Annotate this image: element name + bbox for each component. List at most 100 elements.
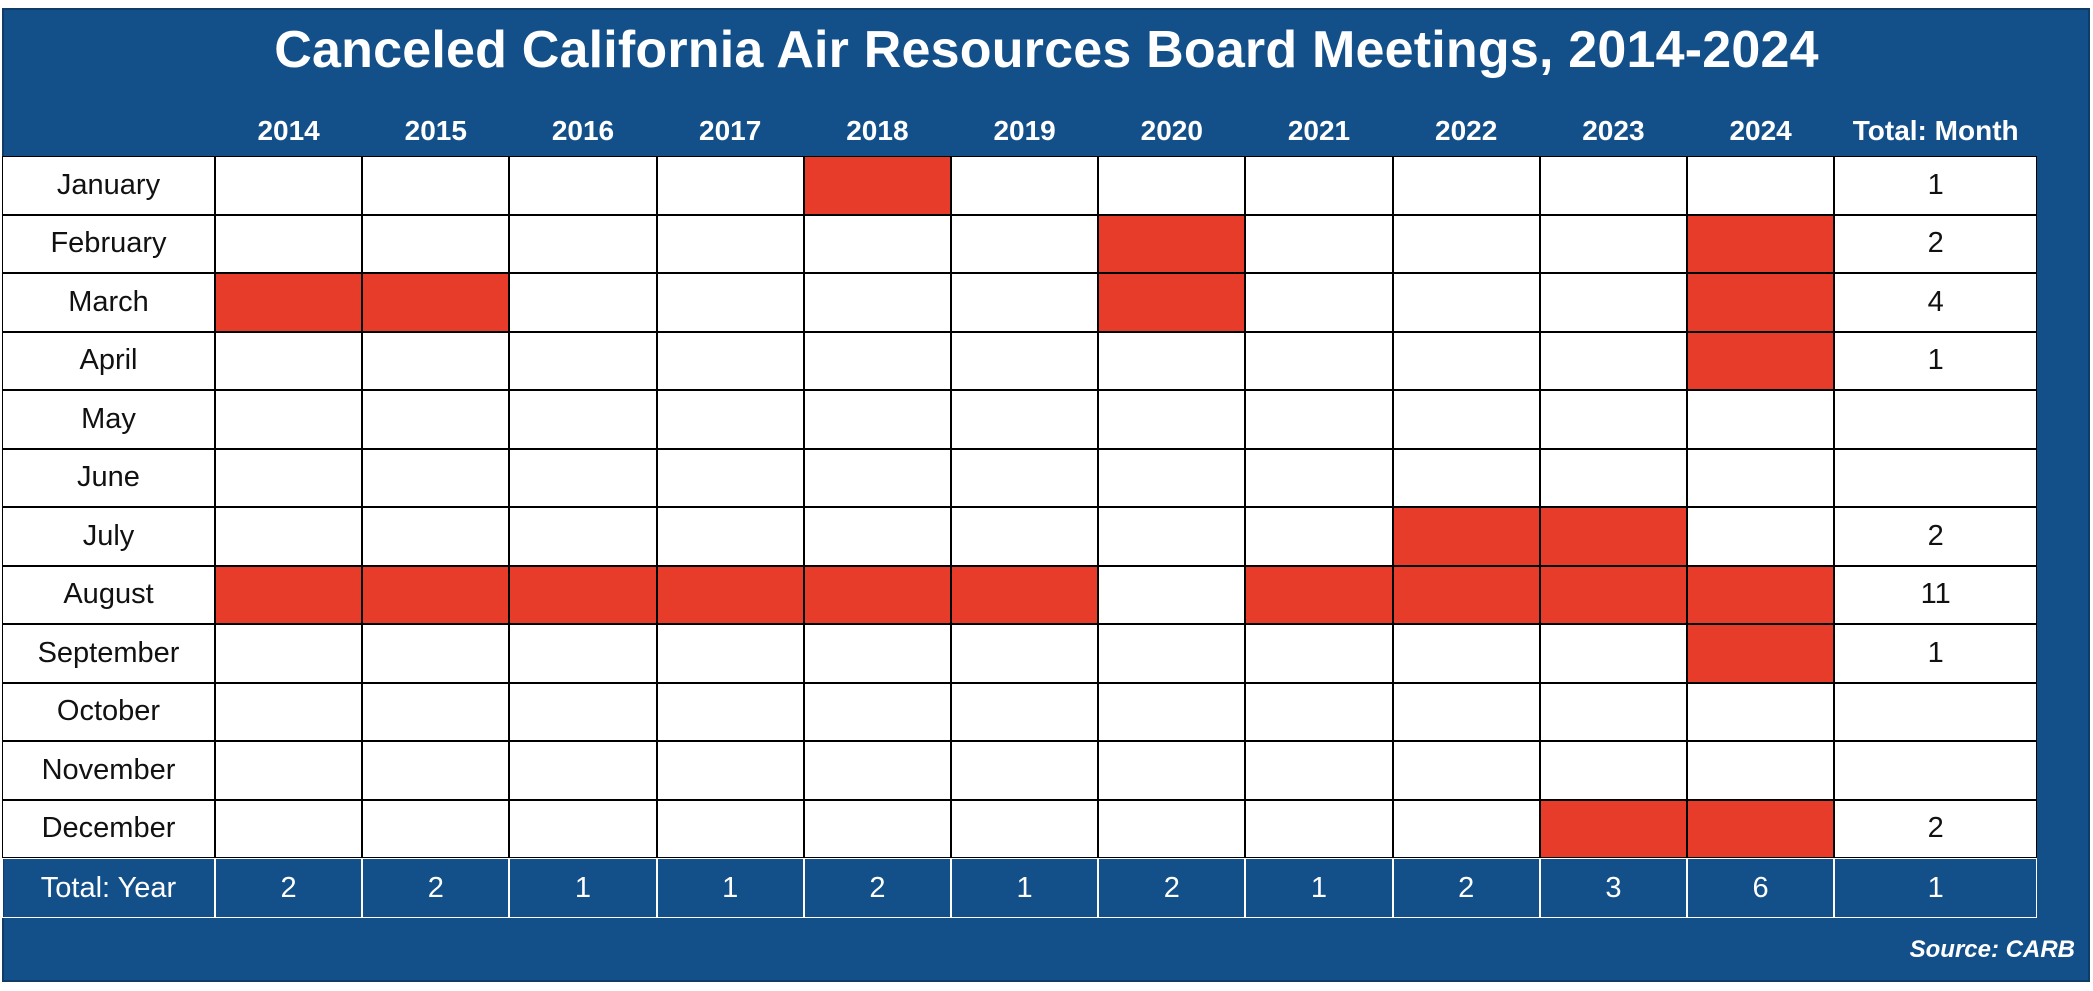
empty-cell <box>215 390 363 449</box>
empty-cell <box>362 624 510 683</box>
empty-cell <box>1539 390 1687 449</box>
month-total: 4 <box>1834 273 2038 332</box>
year-header: 2015 <box>404 115 467 146</box>
empty-cell <box>803 507 951 566</box>
canceled-cell <box>509 565 657 624</box>
empty-cell <box>951 273 1099 332</box>
empty-cell <box>951 156 1099 215</box>
empty-cell <box>1245 682 1393 741</box>
source-note: Source: CARB <box>1909 936 2075 963</box>
grand-total: 1 <box>1834 858 2038 918</box>
month-label: April <box>2 331 215 390</box>
chart-title: Canceled California Air Resources Board … <box>274 21 1819 79</box>
empty-cell <box>1687 741 1835 800</box>
month-total <box>1834 390 2038 449</box>
year-header: 2023 <box>1582 115 1645 146</box>
year-total: 2 <box>362 858 510 918</box>
empty-cell <box>509 156 657 215</box>
empty-cell <box>951 799 1099 858</box>
canceled-cell <box>1687 565 1835 624</box>
empty-cell <box>1392 331 1540 390</box>
empty-cell <box>1098 624 1246 683</box>
empty-cell <box>215 448 363 507</box>
empty-cell <box>656 682 804 741</box>
empty-cell <box>509 448 657 507</box>
empty-cell <box>1539 624 1687 683</box>
empty-cell <box>656 273 804 332</box>
empty-cell <box>1392 448 1540 507</box>
empty-cell <box>509 682 657 741</box>
year-header: 2020 <box>1140 115 1203 146</box>
year-total: 2 <box>803 858 951 918</box>
empty-cell <box>1098 390 1246 449</box>
empty-cell <box>656 507 804 566</box>
empty-cell <box>1098 156 1246 215</box>
year-total: 1 <box>1245 858 1393 918</box>
canceled-cell <box>1687 799 1835 858</box>
empty-cell <box>1245 156 1393 215</box>
month-label: October <box>2 682 215 741</box>
empty-cell <box>1392 214 1540 273</box>
empty-cell <box>215 156 363 215</box>
empty-cell <box>509 214 657 273</box>
empty-cell <box>1245 624 1393 683</box>
empty-cell <box>362 682 510 741</box>
canceled-cell <box>1098 273 1246 332</box>
empty-cell <box>656 331 804 390</box>
empty-cell <box>215 799 363 858</box>
empty-cell <box>362 156 510 215</box>
year-header: 2017 <box>699 115 762 146</box>
year-header: 2021 <box>1287 115 1351 146</box>
canceled-cell <box>362 273 510 332</box>
empty-cell <box>1245 741 1393 800</box>
empty-cell <box>1098 741 1246 800</box>
month-total <box>1834 682 2038 741</box>
canceled-cell <box>1687 331 1835 390</box>
empty-cell <box>1539 273 1687 332</box>
month-total: 1 <box>1834 624 2038 683</box>
empty-cell <box>1392 273 1540 332</box>
empty-cell <box>1245 390 1393 449</box>
empty-cell <box>215 214 363 273</box>
canceled-cell <box>1392 507 1540 566</box>
empty-cell <box>1539 741 1687 800</box>
month-label: March <box>2 273 215 332</box>
month-total <box>1834 741 2038 800</box>
canceled-cell <box>1539 507 1687 566</box>
empty-cell <box>1098 331 1246 390</box>
month-total: 1 <box>1834 331 2038 390</box>
month-total: 2 <box>1834 799 2038 858</box>
empty-cell <box>1245 507 1393 566</box>
empty-cell <box>362 448 510 507</box>
empty-cell <box>362 741 510 800</box>
empty-cell <box>803 682 951 741</box>
empty-cell <box>656 448 804 507</box>
empty-cell <box>1245 448 1393 507</box>
month-label: May <box>2 390 215 449</box>
empty-cell <box>509 390 657 449</box>
canceled-cell <box>215 273 363 332</box>
empty-cell <box>1392 156 1540 215</box>
empty-cell <box>1392 682 1540 741</box>
year-total: 1 <box>951 858 1099 918</box>
empty-cell <box>509 624 657 683</box>
year-header: 2019 <box>993 115 1056 146</box>
empty-cell <box>1687 156 1835 215</box>
empty-cell <box>951 331 1099 390</box>
year-header: 2014 <box>257 115 320 146</box>
empty-cell <box>215 682 363 741</box>
empty-cell <box>215 741 363 800</box>
empty-cell <box>1539 331 1687 390</box>
canceled-cell <box>1392 565 1540 624</box>
empty-cell <box>1392 390 1540 449</box>
empty-cell <box>803 624 951 683</box>
canceled-cell <box>951 565 1099 624</box>
empty-cell <box>803 390 951 449</box>
empty-cell <box>951 390 1099 449</box>
empty-cell <box>509 507 657 566</box>
empty-cell <box>1539 214 1687 273</box>
empty-cell <box>509 273 657 332</box>
year-header: 2016 <box>551 115 615 146</box>
empty-cell <box>1098 799 1246 858</box>
month-label: February <box>2 214 215 273</box>
